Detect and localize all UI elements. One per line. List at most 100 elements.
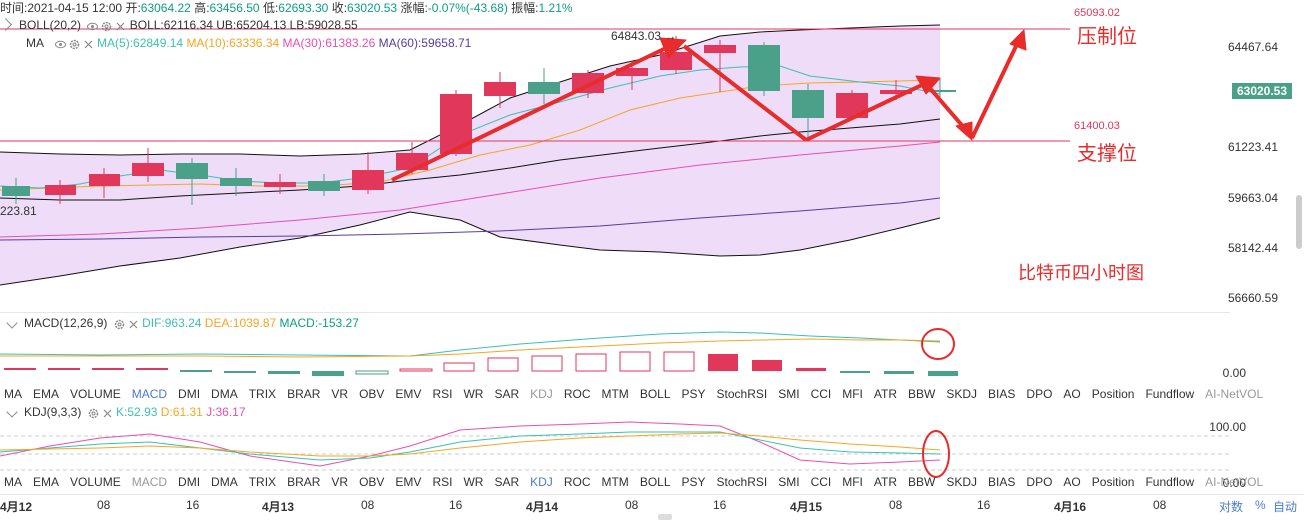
x-axis-label: 08	[889, 498, 903, 512]
open-label: 开:	[125, 1, 141, 15]
candlestick-chart[interactable]	[0, 0, 1230, 312]
tab-smi[interactable]: SMI	[778, 475, 800, 489]
tab-atr[interactable]: ATR	[873, 387, 898, 401]
percent-scale-toggle[interactable]: %	[1255, 498, 1266, 512]
panel-divider	[0, 312, 1230, 313]
tab-brar[interactable]: BRAR	[287, 387, 321, 401]
price-axis-label: 64467.64	[1227, 40, 1278, 54]
resistance-value: 65093.02	[1074, 7, 1120, 19]
tab-wr[interactable]: WR	[463, 387, 484, 401]
price-scrollbar[interactable]	[1296, 195, 1302, 249]
chevron-icon[interactable]	[0, 18, 13, 31]
ma60-line	[0, 197, 941, 241]
kdj-d-line	[0, 432, 941, 457]
tab-smi[interactable]: SMI	[778, 387, 800, 401]
log-scale-toggle[interactable]: 对数	[1219, 500, 1244, 514]
tab-fundflow[interactable]: Fundflow	[1145, 387, 1195, 401]
tab-dma[interactable]: DMA	[211, 387, 238, 401]
tab-mtm[interactable]: MTM	[601, 475, 629, 489]
tab-kdj[interactable]: KDJ	[530, 475, 553, 489]
tab-sar[interactable]: SAR	[494, 387, 520, 401]
tab-dpo[interactable]: DPO	[1026, 387, 1053, 401]
tab-psy[interactable]: PSY	[681, 475, 706, 489]
tab-bbw[interactable]: BBW	[908, 387, 936, 401]
tab-boll[interactable]: BOLL	[639, 387, 671, 401]
tab-trix[interactable]: TRIX	[248, 475, 277, 489]
close-icon[interactable]	[115, 20, 126, 31]
time-label: 时间:	[0, 1, 28, 15]
tab-roc[interactable]: ROC	[563, 387, 591, 401]
tab-mfi[interactable]: MFI	[842, 387, 863, 401]
candle	[704, 40, 736, 92]
tab-roc[interactable]: ROC	[563, 475, 591, 489]
tab-bbw[interactable]: BBW	[908, 475, 936, 489]
macd-axis-label: 0.00	[1222, 366, 1246, 380]
tab-skdj[interactable]: SKDJ	[946, 387, 978, 401]
tab-brar[interactable]: BRAR	[287, 475, 321, 489]
tab-ai-netvol[interactable]: AI-NetVOL	[1205, 387, 1264, 401]
eye-icon[interactable]	[54, 38, 66, 49]
macd-chart[interactable]	[0, 324, 1230, 382]
tab-mtm[interactable]: MTM	[601, 387, 629, 401]
tab-rsi[interactable]: RSI	[432, 475, 453, 489]
tab-obv[interactable]: OBV	[359, 475, 385, 489]
tab-ma[interactable]: MA	[4, 387, 22, 401]
tab-emv[interactable]: EMV	[395, 387, 422, 401]
close-icon[interactable]	[102, 407, 113, 418]
eye-icon[interactable]	[87, 20, 99, 31]
tab-emv[interactable]: EMV	[395, 475, 422, 489]
tab-macd[interactable]: MACD	[131, 475, 168, 489]
tab-dmi[interactable]: DMI	[178, 475, 201, 489]
kdj-name: KDJ(9,3,3)	[24, 405, 82, 419]
tab-boll[interactable]: BOLL	[639, 475, 671, 489]
tab-cci[interactable]: CCI	[810, 475, 832, 489]
tab-vr[interactable]: VR	[331, 387, 349, 401]
tab-kdj[interactable]: KDJ	[530, 387, 553, 401]
tab-fundflow[interactable]: Fundflow	[1145, 475, 1195, 489]
tab-atr[interactable]: ATR	[873, 475, 898, 489]
tab-ema[interactable]: EMA	[33, 475, 60, 489]
tab-skdj[interactable]: SKDJ	[946, 475, 978, 489]
settings-icon[interactable]	[101, 20, 112, 32]
candle	[440, 90, 472, 156]
tab-sar[interactable]: SAR	[494, 475, 520, 489]
tab-stochrsi[interactable]: StochRSI	[716, 475, 768, 489]
tab-ma[interactable]: MA	[4, 475, 22, 489]
settings-icon[interactable]	[114, 318, 125, 330]
tab-rsi[interactable]: RSI	[432, 387, 453, 401]
auto-scale-toggle[interactable]: 自动	[1273, 500, 1298, 514]
close-icon[interactable]	[128, 318, 139, 329]
tab-cci[interactable]: CCI	[810, 387, 832, 401]
tab-wr[interactable]: WR	[463, 475, 484, 489]
macd-highlight-circle	[921, 328, 955, 360]
tab-bias[interactable]: BIAS	[988, 475, 1016, 489]
tab-ao[interactable]: AO	[1063, 475, 1081, 489]
price-axis-label: 58142.44	[1227, 241, 1278, 255]
tab-dpo[interactable]: DPO	[1026, 475, 1053, 489]
tab-psy[interactable]: PSY	[681, 387, 706, 401]
close-icon[interactable]	[83, 38, 94, 49]
settings-icon[interactable]	[69, 38, 80, 50]
tab-volume[interactable]: VOLUME	[70, 387, 121, 401]
resize-handle[interactable]	[658, 514, 672, 520]
tab-trix[interactable]: TRIX	[248, 387, 277, 401]
low-value: 62693.30	[278, 1, 329, 15]
tab-mfi[interactable]: MFI	[842, 475, 863, 489]
tab-dma[interactable]: DMA	[211, 475, 238, 489]
tab-bias[interactable]: BIAS	[988, 387, 1016, 401]
chevron-down-icon[interactable]	[6, 406, 18, 418]
tab-position[interactable]: Position	[1091, 475, 1135, 489]
tab-ai-netvol[interactable]: AI-NetVOL	[1205, 475, 1264, 489]
tab-obv[interactable]: OBV	[359, 387, 385, 401]
kdj-k-value: K:52.93	[116, 405, 158, 419]
settings-icon[interactable]	[88, 407, 99, 419]
kdj-chart[interactable]	[0, 420, 1230, 492]
tab-stochrsi[interactable]: StochRSI	[716, 387, 768, 401]
tab-position[interactable]: Position	[1091, 387, 1135, 401]
tab-ao[interactable]: AO	[1063, 387, 1081, 401]
tab-macd[interactable]: MACD	[131, 387, 168, 401]
tab-volume[interactable]: VOLUME	[70, 475, 121, 489]
tab-ema[interactable]: EMA	[33, 387, 60, 401]
tab-dmi[interactable]: DMI	[178, 387, 201, 401]
tab-vr[interactable]: VR	[331, 475, 349, 489]
